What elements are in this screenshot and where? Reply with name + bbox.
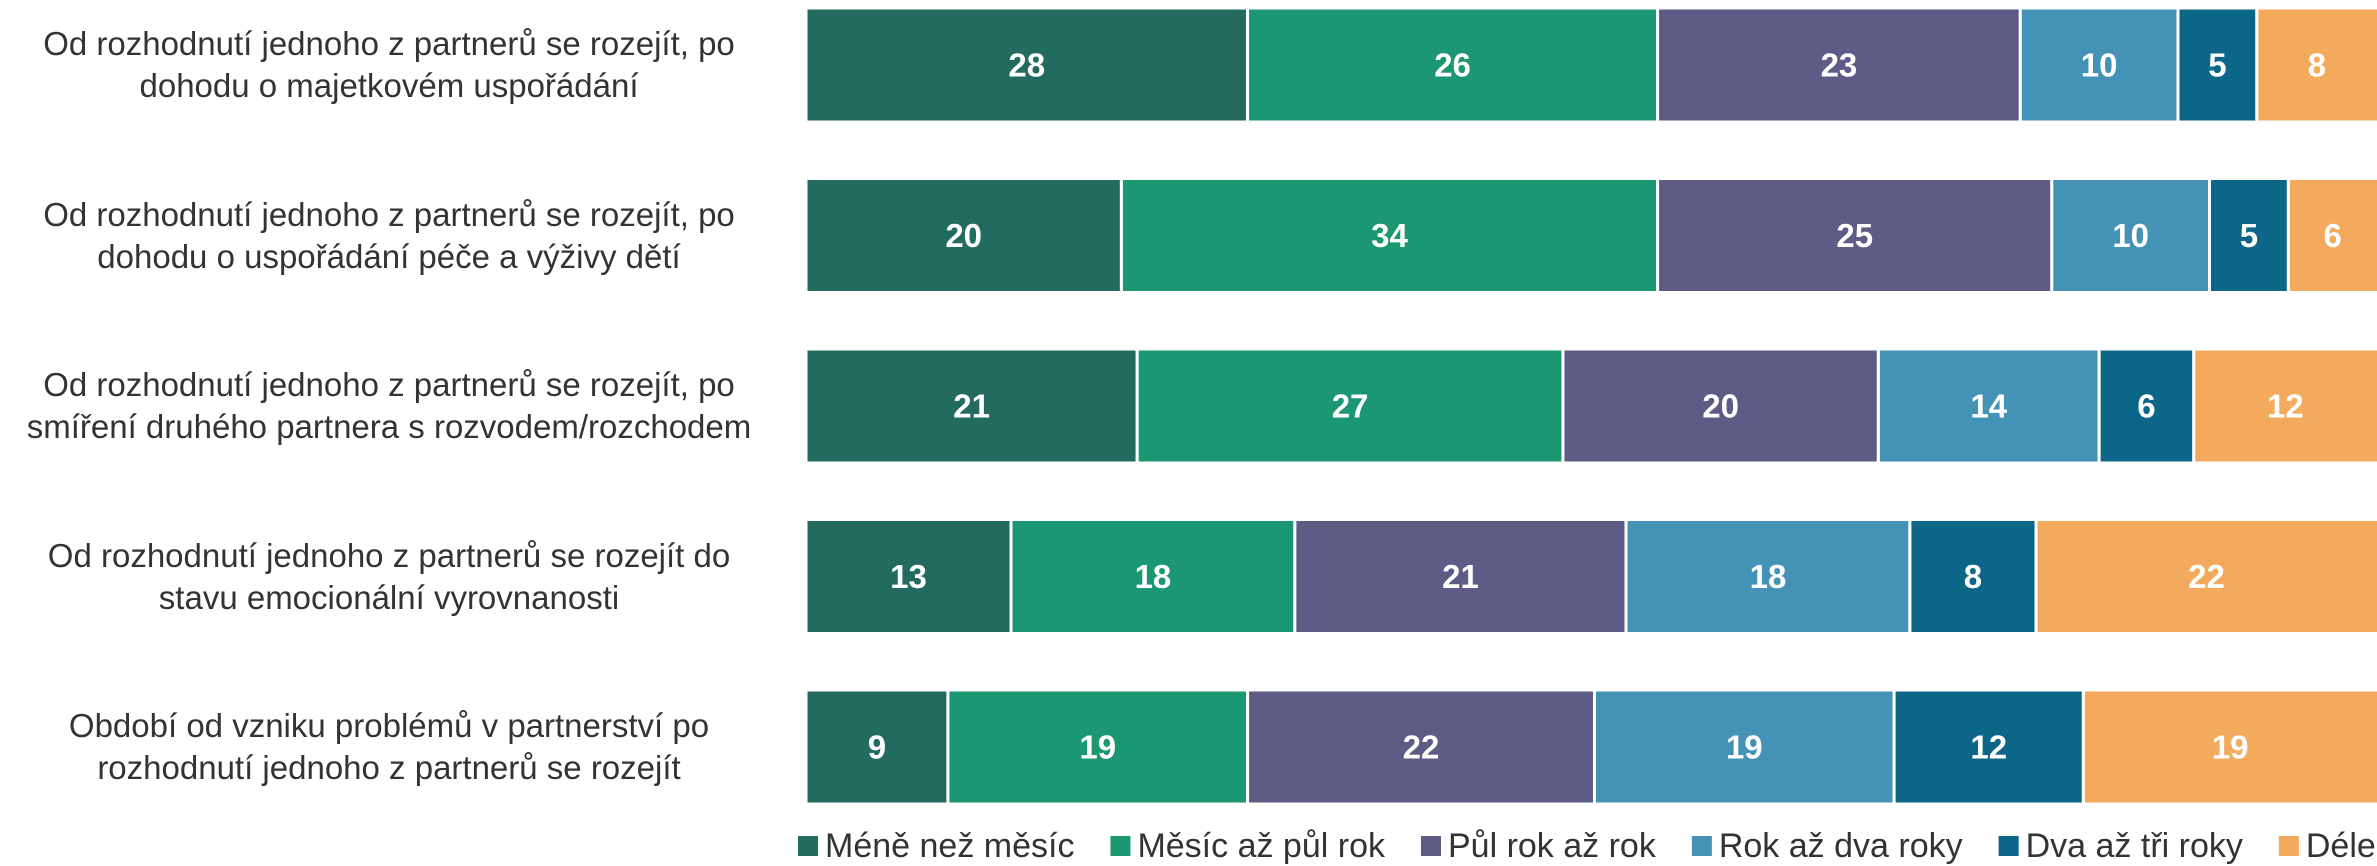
bar-segment [1119, 177, 1660, 294]
data-label: 10 [2112, 217, 2149, 254]
bar-segment [1624, 518, 1912, 635]
bar-segment [804, 6, 1250, 124]
bar-segment [2176, 6, 2259, 124]
data-label: 22 [2188, 558, 2225, 595]
legend-marker [1998, 836, 2019, 856]
category-label: Od rozhodnutí jednoho z partnerů se roze… [43, 195, 735, 275]
data-label: 6 [2324, 217, 2342, 254]
bar-segment [2081, 688, 2377, 806]
data-label: 20 [945, 217, 982, 254]
data-label: 19 [1726, 729, 1763, 766]
bar-segment [804, 177, 1123, 294]
data-label: 8 [1964, 558, 1982, 595]
data-label: 6 [2137, 388, 2155, 425]
bar-segment [1908, 518, 2038, 635]
data-label: 5 [2208, 47, 2226, 84]
legend-label: Půl rok až rok [1448, 827, 1657, 865]
data-label: 23 [1821, 47, 1858, 84]
data-label: 14 [1970, 388, 2007, 425]
data-label: 19 [2212, 729, 2249, 766]
category-label: Od rozhodnutí jednoho z partnerů se roze… [43, 25, 735, 104]
legend-marker [1420, 836, 1441, 856]
data-label: 12 [1970, 729, 2007, 766]
bar-segment [1246, 688, 1597, 806]
bar-segment [1135, 347, 1565, 465]
bar-segment [2255, 6, 2377, 124]
data-label: 27 [1332, 388, 1369, 425]
bar-segment [946, 688, 1250, 806]
data-label: 18 [1750, 558, 1787, 595]
data-label: 20 [1702, 388, 1739, 425]
data-label: 25 [1836, 217, 1873, 254]
data-label: 12 [2267, 388, 2304, 425]
bar-segment [1656, 177, 2054, 294]
data-label: 19 [1079, 729, 1116, 766]
legend-marker [2278, 836, 2299, 856]
data-label: 8 [2308, 47, 2326, 84]
data-label: 9 [868, 729, 886, 766]
data-label: 34 [1371, 217, 1408, 254]
data-label: 28 [1008, 47, 1045, 84]
bar-segment [2018, 6, 2180, 124]
data-label: 5 [2240, 217, 2258, 254]
bar-segment [2208, 177, 2290, 294]
data-label: 13 [890, 558, 927, 595]
bar-segment [1876, 347, 2101, 465]
data-label: 26 [1434, 47, 1471, 84]
data-label: 10 [2081, 47, 2118, 84]
bar-segment [1293, 518, 1628, 635]
bar-segment [2097, 347, 2196, 465]
bar-segment [1561, 347, 1880, 465]
bar-segment [2286, 177, 2377, 294]
legend-label: Méně než měsíc [825, 827, 1074, 865]
legend-marker [1110, 836, 1131, 856]
legend-label: Dva až tři roky [2026, 827, 2243, 865]
bar-segment [2034, 518, 2377, 635]
data-label: 22 [1403, 729, 1440, 766]
bar-segment [804, 688, 950, 806]
category-label: Období od vzniku problémů v partnerství … [68, 707, 710, 786]
category-label: Od rozhodnutí jednoho z partnerů se roze… [47, 536, 731, 616]
bar-segment [1246, 6, 1660, 124]
legend-label: Měsíc až půl rok [1137, 827, 1386, 865]
bar-segment [2192, 347, 2377, 465]
data-label: 21 [1442, 558, 1479, 595]
legend-label: Rok až dva roky [1719, 827, 1963, 865]
bar-segment [1892, 688, 2085, 806]
legend-marker [1691, 836, 1712, 856]
bar-segment [2050, 177, 2212, 294]
category-label: Od rozhodnutí jednoho z partnerů se roze… [26, 366, 752, 445]
data-label: 18 [1135, 558, 1172, 595]
legend-marker [798, 836, 818, 856]
data-label: 21 [953, 388, 990, 425]
bar-segment [804, 347, 1139, 465]
bar-segment [1009, 518, 1297, 635]
bar-segment [804, 518, 1013, 635]
legend-label: Déle [2306, 827, 2376, 865]
